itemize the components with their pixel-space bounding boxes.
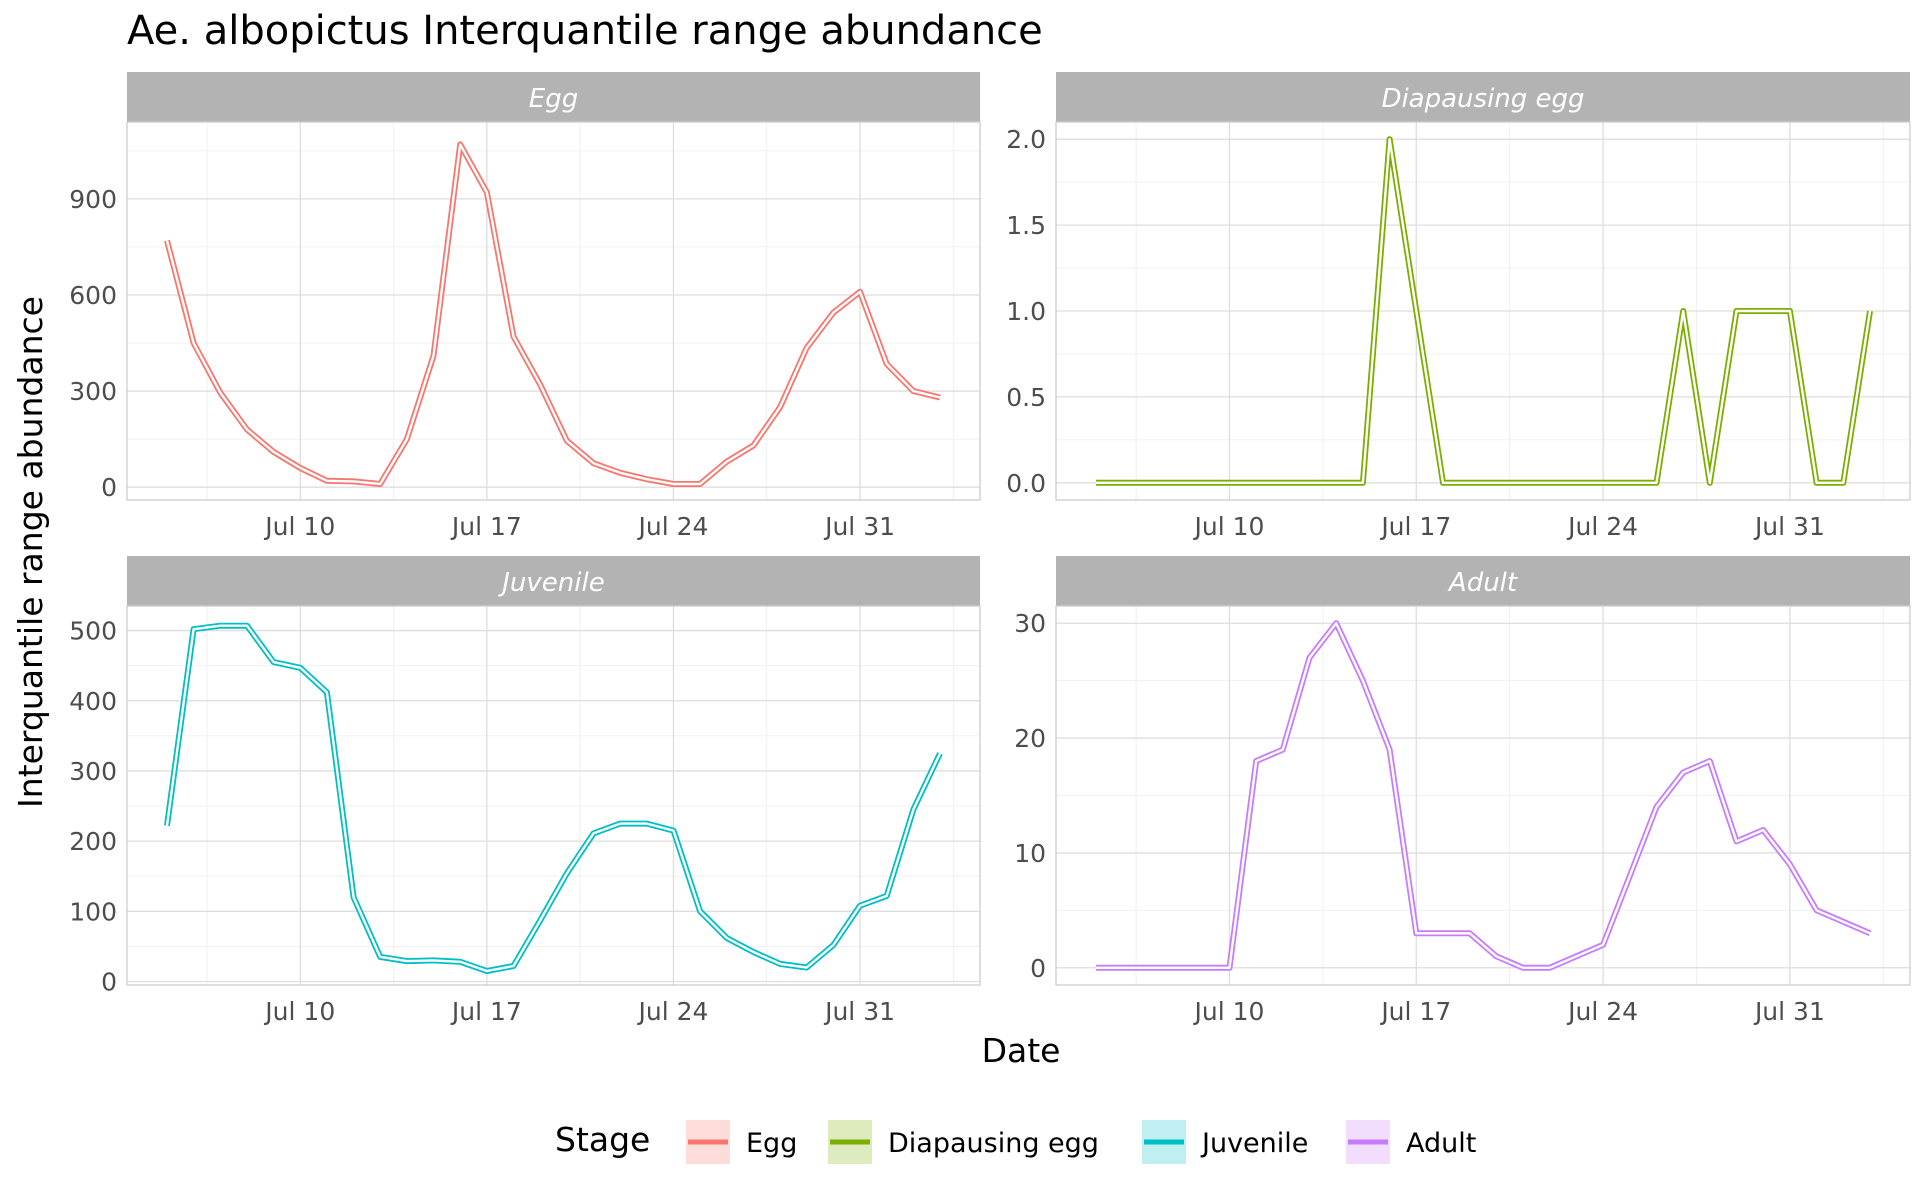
y-tick-label: 0 — [101, 967, 117, 996]
series-line-outer — [164, 141, 941, 487]
x-tick-label: Jul 31 — [823, 512, 895, 541]
legend-item-diapausing-egg: Diapausing egg — [828, 1120, 1099, 1164]
panel-egg: Egg 0 300 600 900 Jul 10 Jul 17 Jul 24 Jul 31 — [69, 72, 981, 541]
x-tick-label: Jul 17 — [1379, 512, 1451, 541]
y-tick-label: 10 — [1014, 839, 1046, 868]
facet-strip — [127, 556, 980, 606]
x-tick-label: Jul 24 — [636, 512, 708, 541]
x-tick-label: Jul 31 — [1753, 997, 1825, 1026]
x-tick-label: Jul 17 — [1379, 997, 1451, 1026]
legend-label: Diapausing egg — [888, 1128, 1099, 1159]
x-tick-label: Jul 24 — [1566, 997, 1638, 1026]
series-line-inner — [165, 143, 941, 486]
x-tick-label: Jul 10 — [1193, 512, 1265, 541]
facet-strip-label: Juvenile — [497, 568, 604, 598]
x-tick-label: Jul 10 — [1193, 997, 1265, 1026]
y-tick-label: 300 — [69, 757, 117, 786]
y-tick-label: 0.0 — [1006, 469, 1046, 498]
series-line-outer — [164, 622, 943, 974]
y-tick-label: 600 — [69, 281, 117, 310]
y-tick-label: 100 — [69, 897, 117, 926]
panel-border — [126, 605, 981, 986]
y-tick-label: 0.5 — [1006, 383, 1046, 412]
y-tick-label: 2.0 — [1006, 125, 1046, 154]
panel-juvenile: Juvenile 0 100 200 300 400 500 Jul 10 Jul 17 Jul … — [69, 556, 981, 1026]
facet-strip-label: Diapausing egg — [1381, 84, 1584, 114]
y-tick-label: 1.0 — [1006, 297, 1046, 326]
y-axis-title: Interquantile range abundance — [11, 296, 50, 808]
y-tick-label: 30 — [1014, 609, 1046, 638]
panel-border — [1055, 605, 1911, 986]
legend-label: Adult — [1406, 1128, 1476, 1159]
legend-item-egg: Egg — [686, 1120, 797, 1164]
y-tick-label: 200 — [69, 827, 117, 856]
legend-title: Stage — [555, 1120, 650, 1159]
y-tick-label: 900 — [69, 185, 117, 214]
chart-title: Ae. albopictus Interquantile range abund… — [127, 8, 1043, 54]
x-tick-label: Jul 31 — [1753, 512, 1825, 541]
y-tick-label: 0 — [101, 473, 117, 502]
facet-strip — [1056, 556, 1910, 606]
facet-strip-label: Adult — [1447, 568, 1518, 598]
y-tick-label: 400 — [69, 687, 117, 716]
y-tick-label: 20 — [1014, 724, 1046, 753]
legend: Stage Egg Diapausing egg Juvenile Adult — [555, 1120, 1476, 1164]
panel-border — [1055, 121, 1911, 501]
x-axis-title: Date — [982, 1031, 1061, 1070]
facet-strip-label: Egg — [529, 84, 578, 114]
x-tick-label: Jul 24 — [636, 997, 708, 1026]
panel-diapausing-egg: Diapausing egg 0.0 0.5 1.0 1.5 2.0 Jul 10 Jul 1… — [1006, 72, 1911, 541]
x-tick-label: Jul 10 — [263, 512, 335, 541]
panel-border — [126, 121, 981, 501]
legend-label: Juvenile — [1200, 1128, 1308, 1159]
series-line-inner — [1096, 622, 1871, 969]
legend-item-adult: Adult — [1346, 1120, 1476, 1164]
y-tick-label: 300 — [69, 377, 117, 406]
x-tick-label: Jul 31 — [823, 997, 895, 1026]
x-tick-label: Jul 24 — [1566, 512, 1638, 541]
x-tick-label: Jul 17 — [450, 512, 522, 541]
panel-adult: Adult 0 10 20 30 Jul 10 Jul 17 Jul 24 Jul 31 — [1014, 556, 1911, 1026]
y-tick-label: 1.5 — [1006, 211, 1046, 240]
legend-item-juvenile: Juvenile — [1142, 1120, 1308, 1164]
facet-strip — [127, 72, 980, 122]
facet-strip — [1056, 72, 1910, 122]
x-tick-label: Jul 17 — [450, 997, 522, 1026]
y-tick-label: 500 — [69, 617, 117, 646]
series-line-inner — [165, 624, 942, 973]
y-tick-label: 0 — [1030, 954, 1046, 983]
x-tick-label: Jul 10 — [263, 997, 335, 1026]
series-line-inner — [1096, 137, 1872, 484]
legend-label: Egg — [746, 1128, 797, 1159]
